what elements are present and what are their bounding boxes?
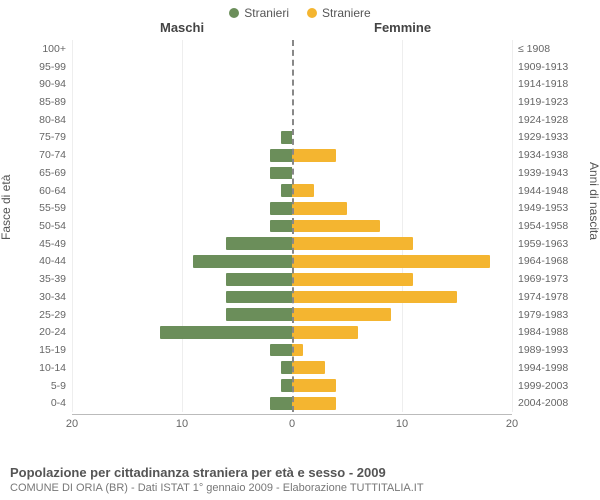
age-tick: 25-29: [30, 306, 70, 324]
birth-tick: 1939-1943: [514, 164, 570, 182]
age-tick: 45-49: [30, 235, 70, 253]
x-axis-line: [72, 414, 512, 415]
age-tick: 80-84: [30, 111, 70, 129]
male-bar: [160, 326, 292, 339]
caption-title: Popolazione per cittadinanza straniera p…: [10, 465, 424, 480]
female-bar: [292, 379, 336, 392]
age-tick: 30-34: [30, 288, 70, 306]
legend-swatch-female: [307, 8, 317, 18]
female-bar: [292, 273, 413, 286]
legend-label-male: Stranieri: [244, 6, 289, 20]
column-headers: Maschi Femmine: [0, 20, 600, 38]
female-bar: [292, 361, 325, 374]
female-bar: [292, 237, 413, 250]
header-female: Femmine: [374, 20, 431, 35]
x-tick: 20: [506, 418, 518, 430]
age-tick: 100+: [30, 40, 70, 58]
male-bar: [270, 167, 292, 180]
age-tick: 60-64: [30, 182, 70, 200]
legend-item-female: Straniere: [307, 6, 371, 20]
x-tick: 0: [289, 418, 295, 430]
legend-label-female: Straniere: [322, 6, 371, 20]
birth-tick: 1989-1993: [514, 341, 570, 359]
birth-tick: 1914-1918: [514, 75, 570, 93]
age-tick: 15-19: [30, 341, 70, 359]
chart-caption: Popolazione per cittadinanza straniera p…: [10, 465, 424, 494]
birth-tick: 1999-2003: [514, 377, 570, 395]
female-bar: [292, 291, 457, 304]
male-bar: [281, 184, 292, 197]
male-bar: [226, 291, 292, 304]
male-bar: [270, 149, 292, 162]
x-tick: 10: [176, 418, 188, 430]
legend-swatch-male: [229, 8, 239, 18]
x-tick: 20: [66, 418, 78, 430]
age-tick-labels: 100+95-9990-9485-8980-8475-7970-7465-696…: [30, 40, 70, 412]
male-bar: [226, 308, 292, 321]
age-tick: 75-79: [30, 129, 70, 147]
caption-subtitle: COMUNE DI ORIA (BR) - Dati ISTAT 1° genn…: [10, 482, 424, 494]
birth-tick: 1919-1923: [514, 93, 570, 111]
plot-region: [72, 40, 512, 412]
birth-tick: 1979-1983: [514, 306, 570, 324]
male-bar: [270, 220, 292, 233]
female-bar: [292, 220, 380, 233]
female-bar: [292, 184, 314, 197]
birth-tick: 1909-1913: [514, 58, 570, 76]
male-bar: [226, 273, 292, 286]
male-bar: [281, 361, 292, 374]
birth-tick: 1944-1948: [514, 182, 570, 200]
age-tick: 85-89: [30, 93, 70, 111]
male-bar: [270, 344, 292, 357]
legend-item-male: Stranieri: [229, 6, 289, 20]
age-tick: 35-39: [30, 270, 70, 288]
birth-tick: 1924-1928: [514, 111, 570, 129]
male-bar: [193, 255, 292, 268]
header-male: Maschi: [160, 20, 204, 35]
male-bar: [281, 379, 292, 392]
age-tick: 10-14: [30, 359, 70, 377]
birth-tick: 1929-1933: [514, 129, 570, 147]
age-tick: 70-74: [30, 146, 70, 164]
female-bar: [292, 308, 391, 321]
male-bar: [270, 397, 292, 410]
chart-legend: Stranieri Straniere: [0, 0, 600, 20]
birth-tick: 1954-1958: [514, 217, 570, 235]
age-tick: 0-4: [30, 394, 70, 412]
female-bar: [292, 397, 336, 410]
x-tick: 10: [396, 418, 408, 430]
y-axis-label-left: Fasce di età: [0, 175, 13, 240]
birth-tick: 1949-1953: [514, 199, 570, 217]
birth-year-tick-labels: ≤ 19081909-19131914-19181919-19231924-19…: [514, 40, 570, 412]
age-tick: 65-69: [30, 164, 70, 182]
birth-tick: 1964-1968: [514, 253, 570, 271]
male-bar: [226, 237, 292, 250]
age-tick: 55-59: [30, 199, 70, 217]
birth-tick: 2004-2008: [514, 394, 570, 412]
x-axis: 201001020: [72, 414, 512, 440]
age-tick: 50-54: [30, 217, 70, 235]
female-bar: [292, 326, 358, 339]
birth-tick: 1984-1988: [514, 324, 570, 342]
birth-tick: 1959-1963: [514, 235, 570, 253]
birth-tick: 1934-1938: [514, 146, 570, 164]
male-bar: [270, 202, 292, 215]
y-axis-label-right: Anni di nascita: [587, 162, 600, 240]
birth-tick: 1994-1998: [514, 359, 570, 377]
age-tick: 40-44: [30, 253, 70, 271]
female-bar: [292, 149, 336, 162]
zero-axis-line: [292, 40, 294, 412]
female-bar: [292, 202, 347, 215]
gridline: [512, 40, 513, 412]
birth-tick: 1974-1978: [514, 288, 570, 306]
chart-area: Fasce di età Anni di nascita 100+95-9990…: [0, 40, 600, 440]
birth-tick: 1969-1973: [514, 270, 570, 288]
male-bar: [281, 131, 292, 144]
age-tick: 20-24: [30, 324, 70, 342]
birth-tick: ≤ 1908: [514, 40, 570, 58]
age-tick: 5-9: [30, 377, 70, 395]
age-tick: 95-99: [30, 58, 70, 76]
age-tick: 90-94: [30, 75, 70, 93]
female-bar: [292, 255, 490, 268]
